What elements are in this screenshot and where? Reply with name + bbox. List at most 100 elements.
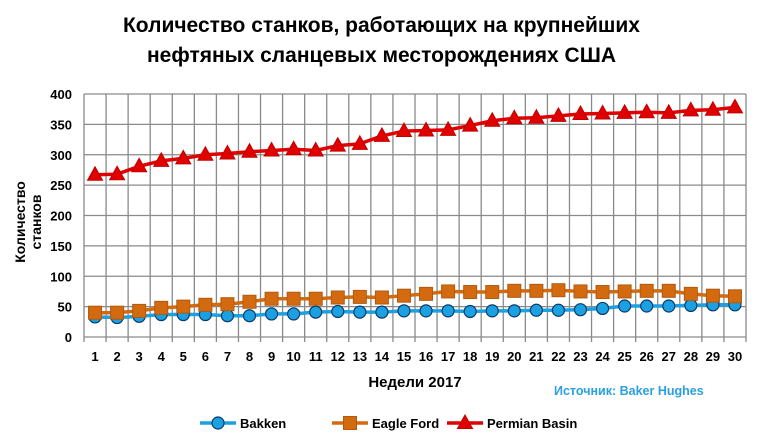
data-point-bakken [529, 303, 543, 317]
data-point-eagle-ford [551, 283, 566, 298]
data-point-permian-basin [439, 120, 457, 136]
x-axis-label: Недели 2017 [368, 374, 462, 391]
legend-marker-permian-basin [456, 413, 474, 429]
x-tick-label: 15 [397, 349, 411, 364]
data-point-permian-basin [307, 141, 325, 157]
data-point-permian-basin [86, 165, 104, 181]
x-tick-label: 20 [507, 349, 521, 364]
data-point-eagle-ford [352, 289, 367, 304]
data-point-bakken [397, 304, 411, 318]
data-point-eagle-ford [529, 283, 544, 298]
y-tick-label: 150 [50, 239, 72, 254]
x-tick-label: 5 [180, 349, 187, 364]
y-tick-label: 100 [50, 269, 72, 284]
data-point-eagle-ford [639, 283, 654, 298]
data-point-permian-basin [638, 103, 656, 119]
chart-title-line-2: нефтяных сланцевых месторождениях США [147, 44, 616, 67]
data-point-bakken [441, 304, 455, 318]
y-tick-label: 250 [50, 178, 72, 193]
x-tick-label: 8 [246, 349, 253, 364]
x-tick-label: 12 [331, 349, 345, 364]
y-tick-label: 300 [50, 148, 72, 163]
data-point-permian-basin [616, 103, 633, 119]
data-point-permian-basin [108, 165, 126, 181]
data-point-permian-basin [594, 104, 611, 120]
data-point-eagle-ford [463, 285, 478, 300]
data-point-permian-basin [528, 108, 545, 124]
data-point-bakken [485, 304, 499, 318]
data-point-permian-basin [329, 136, 347, 152]
data-point-eagle-ford [220, 297, 235, 312]
x-tick-label: 7 [224, 349, 231, 364]
x-tick-label: 29 [706, 349, 720, 364]
x-tick-label: 10 [286, 349, 300, 364]
y-tick-label: 400 [50, 87, 72, 102]
data-point-permian-basin [219, 144, 236, 160]
data-point-eagle-ford [419, 286, 434, 301]
data-point-bakken [375, 305, 389, 319]
data-point-eagle-ford [110, 305, 125, 320]
data-point-permian-basin [682, 101, 700, 117]
data-point-eagle-ford [595, 285, 610, 300]
data-point-bakken [331, 304, 345, 319]
data-point-bakken [551, 303, 566, 317]
data-point-eagle-ford [132, 303, 147, 318]
x-tick-label: 16 [419, 349, 433, 364]
data-point-permian-basin [197, 145, 214, 161]
x-tick-label: 27 [662, 349, 676, 364]
data-point-permian-basin [572, 105, 589, 121]
x-tick-label: 28 [684, 349, 698, 364]
data-point-eagle-ford [88, 305, 103, 320]
x-tick-label: 9 [268, 349, 275, 364]
x-tick-label: 23 [573, 349, 587, 364]
data-point-permian-basin [351, 134, 369, 150]
legend-label-bakken: Bakken [240, 416, 286, 431]
x-tick-label: 19 [485, 349, 499, 364]
data-point-bakken [573, 303, 588, 317]
data-point-bakken [419, 304, 433, 318]
x-tick-label: 25 [617, 349, 631, 364]
x-tick-label: 13 [353, 349, 367, 364]
y-tick-label: 0 [65, 330, 72, 345]
x-tick-label: 18 [463, 349, 477, 364]
y-tick-label: 50 [58, 300, 72, 315]
data-point-eagle-ford [374, 290, 389, 305]
data-point-bakken [264, 307, 279, 321]
data-point-eagle-ford [264, 291, 279, 306]
data-point-eagle-ford [242, 294, 257, 309]
data-point-bakken [353, 305, 367, 319]
y-tick-label: 350 [50, 117, 72, 132]
data-point-bakken [507, 304, 521, 318]
x-tick-label: 24 [595, 349, 610, 364]
x-tick-label: 3 [136, 349, 143, 364]
data-point-permian-basin [395, 122, 413, 138]
legend-label-eagle-ford: Eagle Ford [372, 416, 439, 431]
x-tick-label: 22 [551, 349, 565, 364]
x-tick-label: 17 [441, 349, 455, 364]
data-point-permian-basin [263, 141, 280, 157]
data-point-eagle-ford [441, 284, 456, 299]
source-note: Источник: Baker Hughes [554, 384, 704, 398]
data-point-permian-basin [704, 100, 722, 116]
data-point-eagle-ford [617, 284, 632, 299]
x-tick-label: 2 [113, 349, 120, 364]
data-point-permian-basin [417, 121, 435, 137]
chart-title-line-1: Количество станков, работающих на крупне… [122, 14, 640, 37]
x-tick-label: 6 [202, 349, 209, 364]
data-point-eagle-ford [176, 299, 191, 314]
data-point-bakken [309, 305, 323, 319]
data-point-eagle-ford [198, 297, 213, 312]
x-tick-label: 1 [91, 349, 98, 364]
data-point-permian-basin [483, 111, 501, 127]
data-point-permian-basin [726, 98, 744, 114]
legend-label-permian-basin: Permian Basin [487, 416, 577, 431]
data-point-bakken [220, 309, 235, 323]
data-point-permian-basin [373, 126, 391, 142]
y-tick-label: 200 [50, 209, 72, 224]
data-point-bakken [618, 299, 632, 313]
x-tick-label: 30 [728, 349, 742, 364]
data-point-eagle-ford [573, 284, 588, 299]
data-point-permian-basin [550, 106, 567, 122]
